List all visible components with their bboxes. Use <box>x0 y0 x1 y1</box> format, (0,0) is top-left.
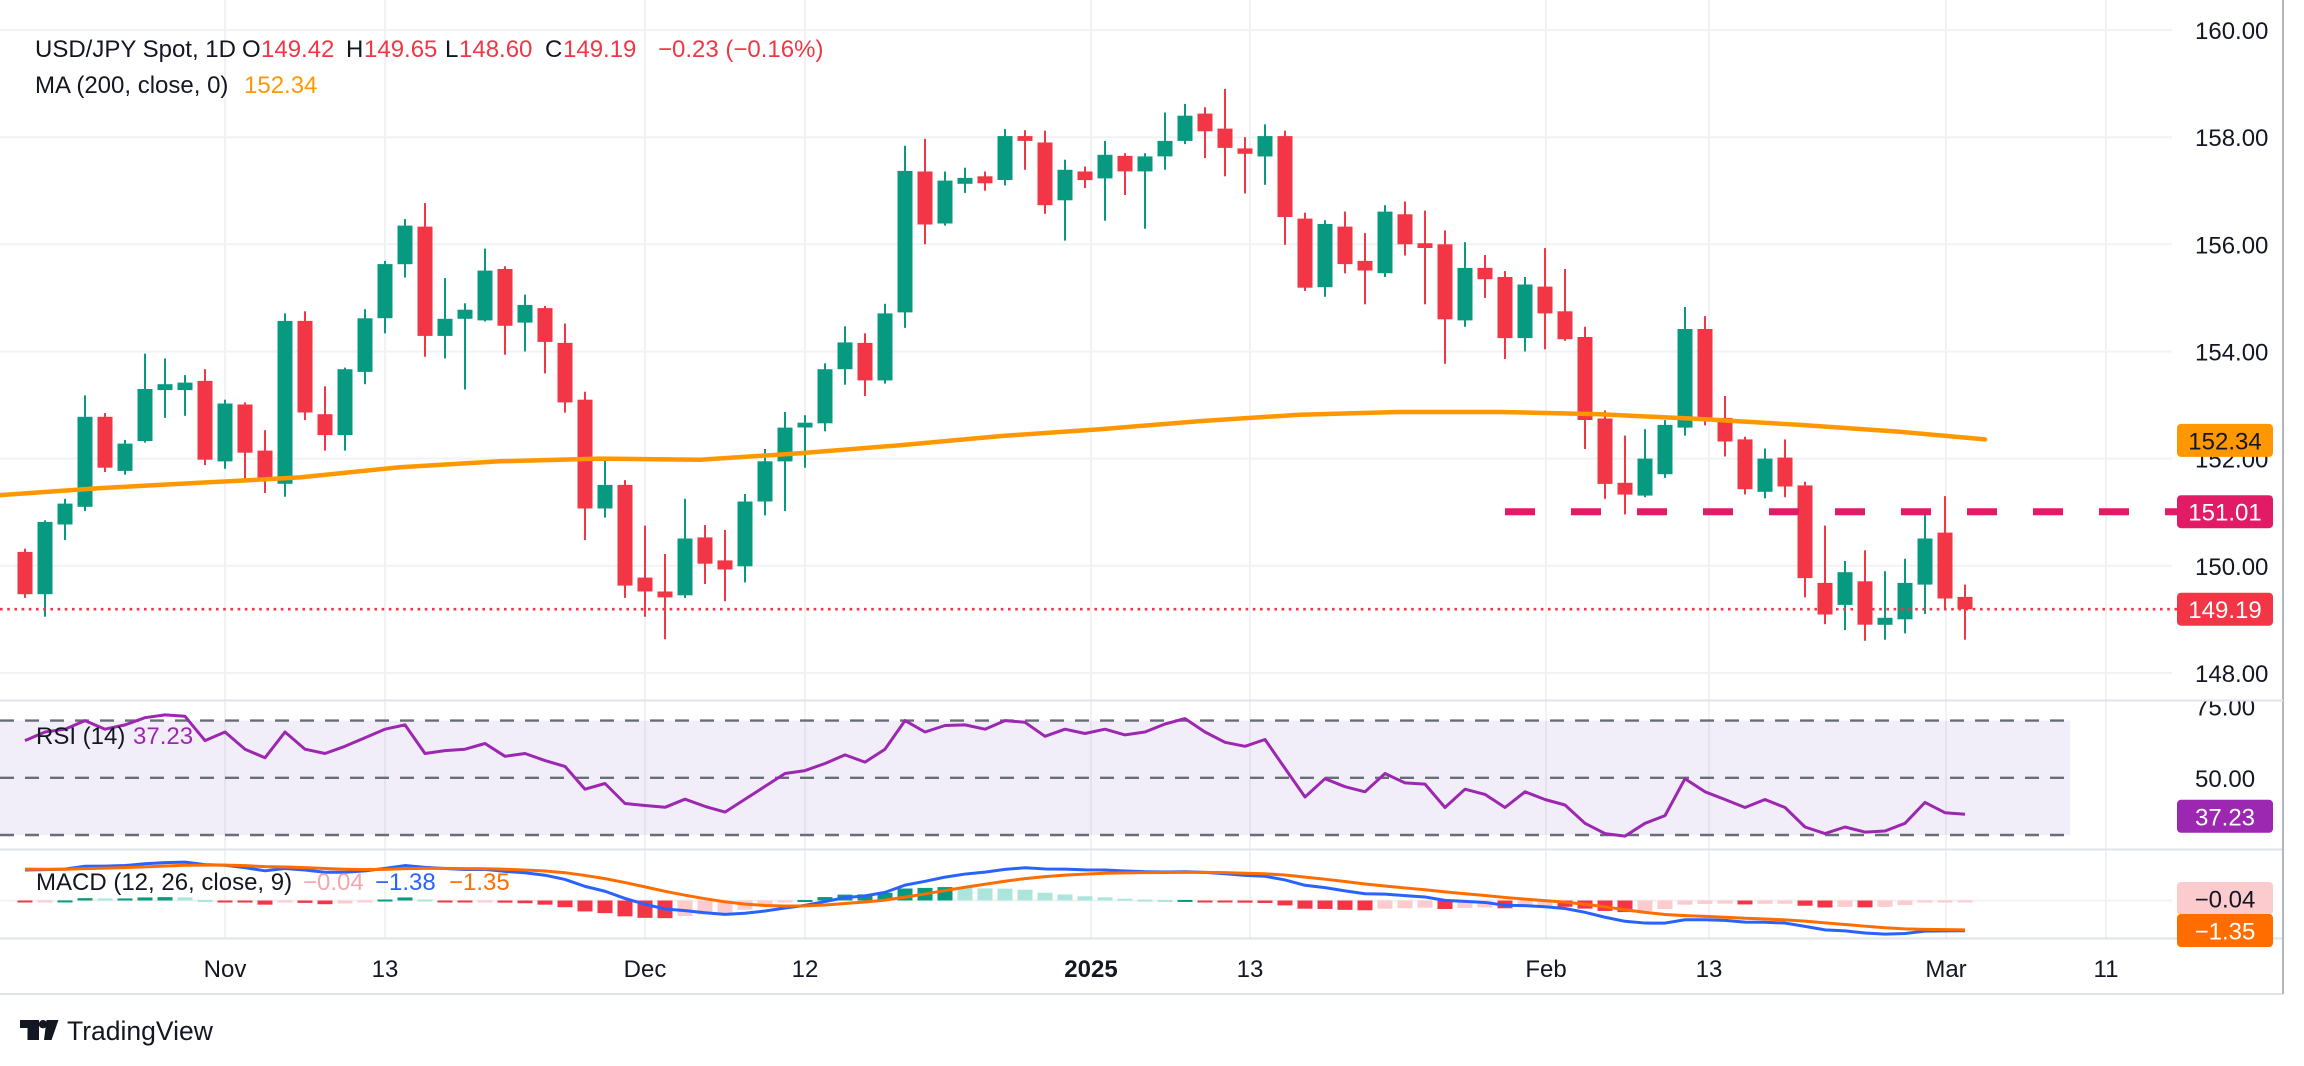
svg-text:−1.35: −1.35 <box>449 869 510 896</box>
svg-text:149.19: 149.19 <box>563 36 636 63</box>
svg-text:151.01: 151.01 <box>2188 500 2261 527</box>
svg-text:Dec: Dec <box>624 956 667 983</box>
svg-text:150.00: 150.00 <box>2195 554 2268 581</box>
svg-text:MA (200, close, 0): MA (200, close, 0) <box>35 72 228 99</box>
svg-text:13: 13 <box>372 956 399 983</box>
svg-text:Mar: Mar <box>1925 956 1966 983</box>
svg-text:13: 13 <box>1696 956 1723 983</box>
svg-text:149.42: 149.42 <box>261 36 334 63</box>
svg-text:11: 11 <box>2094 956 2119 983</box>
svg-text:37.23: 37.23 <box>133 723 193 750</box>
svg-text:MACD (12, 26, close, 9): MACD (12, 26, close, 9) <box>36 869 292 896</box>
svg-text:148.00: 148.00 <box>2195 661 2268 688</box>
svg-text:−0.04: −0.04 <box>303 869 364 896</box>
svg-text:2025: 2025 <box>1064 956 1117 983</box>
svg-text:160.00: 160.00 <box>2195 18 2268 45</box>
svg-text:148.60: 148.60 <box>459 36 532 63</box>
svg-text:L: L <box>445 36 458 63</box>
svg-text:152.34: 152.34 <box>244 72 317 99</box>
svg-text:13: 13 <box>1237 956 1264 983</box>
svg-text:−0.23 (−0.16%): −0.23 (−0.16%) <box>658 36 823 63</box>
svg-text:RSI (14): RSI (14) <box>36 723 125 750</box>
svg-text:50.00: 50.00 <box>2195 766 2255 793</box>
svg-text:154.00: 154.00 <box>2195 340 2268 367</box>
svg-text:−1.38: −1.38 <box>375 869 436 896</box>
svg-text:152.34: 152.34 <box>2188 428 2261 455</box>
svg-text:C: C <box>545 36 562 63</box>
svg-text:156.00: 156.00 <box>2195 232 2268 259</box>
svg-text:Feb: Feb <box>1525 956 1566 983</box>
svg-text:O: O <box>242 36 261 63</box>
svg-text:−0.04: −0.04 <box>2195 887 2256 914</box>
svg-text:USD/JPY Spot, 1D: USD/JPY Spot, 1D <box>35 36 236 63</box>
svg-text:149.19: 149.19 <box>2188 597 2261 624</box>
svg-text:−1.35: −1.35 <box>2195 919 2256 946</box>
svg-text:149.65: 149.65 <box>364 36 437 63</box>
svg-text:12: 12 <box>792 956 819 983</box>
svg-text:TradingView: TradingView <box>67 1016 214 1046</box>
svg-text:37.23: 37.23 <box>2195 804 2255 831</box>
svg-text:H: H <box>346 36 363 63</box>
svg-text:158.00: 158.00 <box>2195 125 2268 152</box>
svg-text:Nov: Nov <box>204 956 247 983</box>
